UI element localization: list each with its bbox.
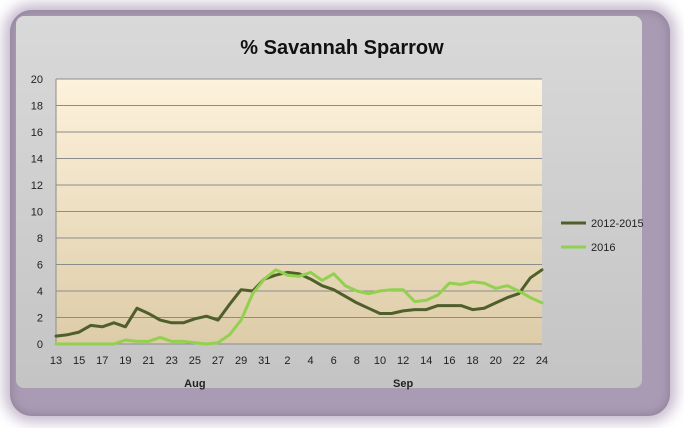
x-tick-label: 17 <box>96 355 108 367</box>
x-tick-label: 22 <box>513 355 525 367</box>
y-tick-label: 16 <box>31 127 43 139</box>
x-tick-label: 12 <box>397 355 409 367</box>
x-tick-label: 6 <box>331 355 337 367</box>
month-label: Sep <box>393 378 413 390</box>
chart-title: % Savannah Sparrow <box>240 37 444 59</box>
legend-label: 2016 <box>591 242 615 254</box>
y-tick-label: 18 <box>31 101 43 113</box>
series-line-2 <box>54 268 544 346</box>
series-line-1 <box>54 268 544 338</box>
y-tick-label: 20 <box>31 74 43 86</box>
x-tick-label: 14 <box>420 355 432 367</box>
x-tick-label: 16 <box>443 355 455 367</box>
x-tick-label: 31 <box>258 355 270 367</box>
x-tick-label: 18 <box>466 355 478 367</box>
y-tick-label: 10 <box>31 207 43 219</box>
series-lines <box>54 268 544 346</box>
x-tick-label: 10 <box>374 355 386 367</box>
legend: 2012-2015 2016 <box>561 218 644 254</box>
x-tick-label: 29 <box>235 355 247 367</box>
x-tick-label: 15 <box>73 355 85 367</box>
y-tick-label: 0 <box>37 339 43 351</box>
y-tick-label: 12 <box>31 180 43 192</box>
x-tick-label: 24 <box>536 355 548 367</box>
y-tick-label: 4 <box>37 286 43 298</box>
x-tick-label: 21 <box>142 355 154 367</box>
y-tick-label: 6 <box>37 260 43 272</box>
y-tick-label: 8 <box>37 233 43 245</box>
x-tick-label: 8 <box>354 355 360 367</box>
x-tick-label: 4 <box>308 355 314 367</box>
x-axis: 13 15 17 19 21 23 25 27 29 31 2 4 6 8 10 12 14 16 18 20 22 24… <box>50 355 548 390</box>
x-tick-label: 20 <box>490 355 502 367</box>
x-tick-label: 19 <box>119 355 131 367</box>
y-tick-label: 14 <box>31 154 43 166</box>
y-axis: 0 2 4 6 8 10 12 14 16 18 20 <box>31 74 43 351</box>
x-tick-label: 13 <box>50 355 62 367</box>
x-tick-label: 23 <box>166 355 178 367</box>
x-tick-label: 27 <box>212 355 224 367</box>
month-label: Aug <box>184 378 205 390</box>
legend-label: 2012-2015 <box>591 218 644 230</box>
x-tick-label: 25 <box>189 355 201 367</box>
x-tick-label: 2 <box>284 355 290 367</box>
gridlines <box>55 78 542 345</box>
y-tick-label: 2 <box>37 313 43 325</box>
